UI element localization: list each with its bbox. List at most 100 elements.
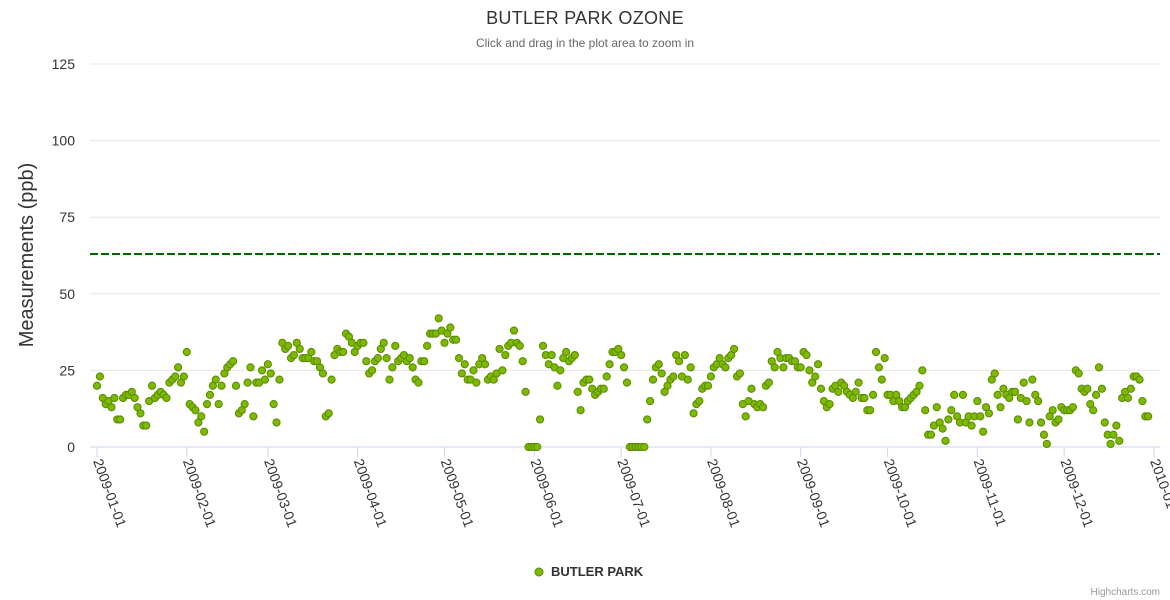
data-point[interactable] — [136, 409, 145, 418]
data-point[interactable] — [730, 344, 739, 354]
data-point[interactable] — [874, 363, 883, 372]
data-point[interactable] — [130, 393, 139, 403]
data-point[interactable] — [171, 372, 180, 381]
data-point[interactable] — [318, 369, 327, 378]
data-point[interactable] — [257, 366, 267, 375]
data-point[interactable] — [451, 335, 461, 344]
data-point[interactable] — [871, 347, 881, 357]
data-point[interactable] — [915, 381, 924, 390]
data-point[interactable] — [231, 381, 241, 390]
data-point[interactable] — [1097, 384, 1106, 393]
data-point[interactable] — [1054, 415, 1063, 424]
data-point[interactable] — [547, 350, 556, 360]
data-point[interactable] — [92, 381, 102, 390]
data-point[interactable] — [721, 363, 730, 372]
data-point[interactable] — [1112, 421, 1121, 430]
data-point[interactable] — [1022, 396, 1031, 406]
data-point[interactable] — [619, 363, 629, 372]
data-point[interactable] — [107, 403, 116, 412]
data-point[interactable] — [249, 412, 258, 421]
data-point[interactable] — [1091, 390, 1101, 400]
data-point[interactable] — [295, 344, 304, 354]
data-point[interactable] — [562, 347, 571, 357]
data-point[interactable] — [211, 375, 220, 384]
data-point[interactable] — [686, 363, 695, 372]
data-point[interactable] — [408, 363, 417, 372]
data-point[interactable] — [926, 430, 936, 439]
data-point[interactable] — [993, 390, 1002, 400]
credits-link[interactable]: Highcharts.com — [1091, 587, 1160, 598]
data-point[interactable] — [570, 350, 579, 360]
data-point[interactable] — [116, 415, 125, 424]
data-point[interactable] — [382, 354, 391, 363]
data-point[interactable] — [680, 350, 689, 360]
data-point[interactable] — [825, 400, 834, 409]
data-point[interactable] — [770, 363, 779, 372]
data-point[interactable] — [813, 360, 823, 369]
data-point[interactable] — [327, 375, 336, 384]
data-point[interactable] — [266, 369, 275, 378]
data-point[interactable] — [602, 372, 611, 381]
data-point[interactable] — [573, 387, 582, 396]
data-point[interactable] — [214, 400, 223, 409]
data-point[interactable] — [501, 350, 510, 360]
data-point[interactable] — [973, 396, 982, 406]
data-point[interactable] — [420, 357, 429, 366]
data-points[interactable] — [92, 314, 1153, 452]
data-point[interactable] — [1028, 375, 1037, 384]
data-point[interactable] — [182, 347, 191, 357]
data-point[interactable] — [414, 378, 423, 387]
data-point[interactable] — [246, 363, 255, 372]
data-point[interactable] — [1109, 430, 1118, 439]
data-point[interactable] — [1089, 406, 1098, 415]
data-point[interactable] — [1100, 418, 1109, 427]
data-point[interactable] — [735, 369, 744, 378]
data-point[interactable] — [1025, 418, 1034, 427]
data-point[interactable] — [599, 384, 608, 393]
data-point[interactable] — [405, 354, 414, 363]
data-point[interactable] — [921, 406, 930, 415]
data-point[interactable] — [648, 375, 658, 384]
data-point[interactable] — [243, 378, 252, 387]
data-point[interactable] — [758, 403, 768, 412]
data-point[interactable] — [202, 400, 212, 409]
data-point[interactable] — [967, 421, 976, 430]
data-point[interactable] — [860, 393, 869, 403]
data-point[interactable] — [958, 390, 967, 400]
data-point[interactable] — [440, 338, 449, 347]
data-point[interactable] — [495, 344, 504, 354]
data-point[interactable] — [379, 338, 388, 347]
data-point[interactable] — [423, 341, 432, 350]
data-point[interactable] — [805, 366, 814, 375]
data-point[interactable] — [585, 375, 594, 384]
data-point[interactable] — [880, 354, 889, 363]
data-point[interactable] — [362, 357, 371, 366]
data-point[interactable] — [695, 396, 704, 406]
data-point[interactable] — [173, 363, 183, 372]
data-point[interactable] — [269, 400, 278, 409]
data-point[interactable] — [391, 341, 400, 350]
data-point[interactable] — [446, 323, 455, 332]
data-point[interactable] — [324, 409, 333, 418]
data-point[interactable] — [284, 341, 293, 350]
data-point[interactable] — [605, 360, 614, 369]
data-point[interactable] — [95, 372, 105, 381]
data-point[interactable] — [854, 378, 863, 387]
data-point[interactable] — [683, 375, 692, 384]
data-point[interactable] — [1039, 430, 1049, 439]
data-point[interactable] — [472, 378, 481, 387]
data-point[interactable] — [191, 406, 200, 415]
data-point[interactable] — [1010, 387, 1020, 396]
data-point[interactable] — [950, 390, 959, 400]
data-point[interactable] — [918, 366, 927, 375]
data-point[interactable] — [535, 415, 545, 424]
data-point[interactable] — [1135, 375, 1144, 384]
data-point[interactable] — [1042, 439, 1051, 449]
data-point[interactable] — [142, 421, 151, 430]
data-point[interactable] — [976, 412, 985, 421]
data-point[interactable] — [339, 347, 348, 357]
data-point[interactable] — [260, 375, 270, 384]
data-point[interactable] — [110, 393, 119, 403]
data-point[interactable] — [553, 381, 562, 390]
